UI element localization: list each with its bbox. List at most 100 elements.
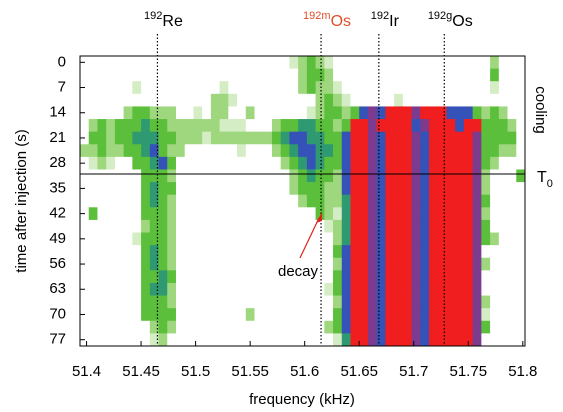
heatmap-cell (429, 194, 439, 208)
marker-label: 192gOs (428, 10, 473, 30)
heatmap-cell (481, 245, 491, 259)
heatmap-cell (420, 320, 430, 334)
heatmap-cell (175, 333, 186, 347)
heatmap-cell (498, 219, 508, 233)
heatmap-cell (472, 219, 482, 233)
heatmap-cell (333, 320, 343, 334)
heatmap-cell (455, 333, 465, 347)
heatmap-cell (245, 182, 255, 196)
heatmap-cell (149, 308, 159, 322)
heatmap-cell (237, 131, 247, 145)
heatmap-cell (106, 182, 116, 196)
heatmap-cell (306, 194, 316, 208)
heatmap-cell (463, 333, 474, 347)
heatmap-cell (516, 194, 526, 208)
heatmap-cell (167, 182, 177, 196)
heatmap-cell (88, 169, 98, 183)
heatmap-cell (254, 156, 264, 170)
heatmap-cell (455, 156, 465, 170)
heatmap-cell (97, 93, 107, 107)
heatmap-cell (97, 245, 107, 259)
heatmap-cell (141, 93, 151, 107)
heatmap-cell (123, 320, 133, 334)
heatmap-cell (298, 144, 308, 158)
heatmap-cell (516, 182, 526, 196)
heatmap-cell (455, 93, 465, 107)
heatmap-cell (463, 131, 474, 145)
heatmap-cell (411, 282, 421, 296)
heatmap-cell (88, 245, 98, 259)
heatmap-cell (123, 232, 133, 246)
heatmap-cell (333, 119, 343, 133)
heatmap-cell (280, 219, 290, 233)
heatmap-cell (123, 194, 133, 208)
heatmap-cell (437, 257, 447, 271)
heatmap-cell (254, 295, 264, 309)
heatmap-cell (167, 320, 177, 334)
heatmap-cell (324, 308, 334, 322)
heatmap-cell (106, 207, 116, 221)
heatmap-cell (271, 119, 282, 133)
heatmap-cell (298, 232, 308, 246)
heatmap-cell (237, 56, 247, 70)
y-tick-label: 49 (49, 230, 66, 247)
heatmap-cell (210, 169, 221, 183)
heatmap-cell (202, 144, 212, 158)
heatmap-cell (298, 119, 308, 133)
heatmap-cell (210, 257, 221, 271)
heatmap-cell (516, 119, 526, 133)
heatmap-cell (341, 257, 351, 271)
heatmap-cell (490, 93, 500, 107)
heatmap-cell (141, 257, 151, 271)
heatmap-cell (263, 81, 273, 95)
heatmap-cell (167, 68, 177, 82)
heatmap-cell (490, 81, 500, 95)
heatmap-cell (463, 56, 474, 70)
heatmap-cell (420, 219, 430, 233)
heatmap-cell (429, 93, 439, 107)
heatmap-cell (481, 119, 491, 133)
heatmap-cell (402, 245, 412, 259)
heatmap-cell (254, 232, 264, 246)
heatmap-cell (394, 156, 404, 170)
heatmap-cell (516, 232, 526, 246)
heatmap-cell (97, 219, 107, 233)
heatmap-cell (245, 270, 255, 284)
heatmap-cell (210, 93, 221, 107)
heatmap-cell (210, 156, 221, 170)
heatmap-cell (341, 232, 351, 246)
heatmap-cell (123, 270, 133, 284)
heatmap-cell (306, 207, 316, 221)
heatmap-cell (498, 270, 508, 284)
heatmap-cell (463, 282, 474, 296)
heatmap-cell (193, 106, 203, 120)
heatmap-cell (306, 106, 316, 120)
heatmap-cell (472, 333, 482, 347)
heatmap-cell (184, 194, 194, 208)
heatmap-cell (289, 169, 299, 183)
heatmap-cell (507, 156, 517, 170)
heatmap-cell (411, 182, 421, 196)
heatmap-cell (402, 333, 412, 347)
heatmap-cell (132, 295, 142, 309)
heatmap-cell (490, 270, 500, 284)
heatmap-cell (167, 93, 177, 107)
heatmap-cell (158, 282, 168, 296)
heatmap-cell (97, 56, 107, 70)
heatmap-cell (507, 131, 517, 145)
heatmap-cell (367, 270, 378, 284)
heatmap-cell (158, 68, 168, 82)
heatmap-cell (210, 144, 221, 158)
heatmap-cell (490, 131, 500, 145)
heatmap-cell (298, 207, 308, 221)
y-tick-label: 21 (49, 129, 66, 146)
heatmap-cell (237, 106, 247, 120)
heatmap-cell (167, 308, 177, 322)
heatmap-cell (149, 232, 159, 246)
heatmap-cell (437, 81, 447, 95)
heatmap-cell (376, 219, 386, 233)
heatmap-cell (385, 144, 395, 158)
heatmap-cell (324, 219, 334, 233)
heatmap-cell (481, 207, 491, 221)
heatmap-cell (106, 93, 116, 107)
